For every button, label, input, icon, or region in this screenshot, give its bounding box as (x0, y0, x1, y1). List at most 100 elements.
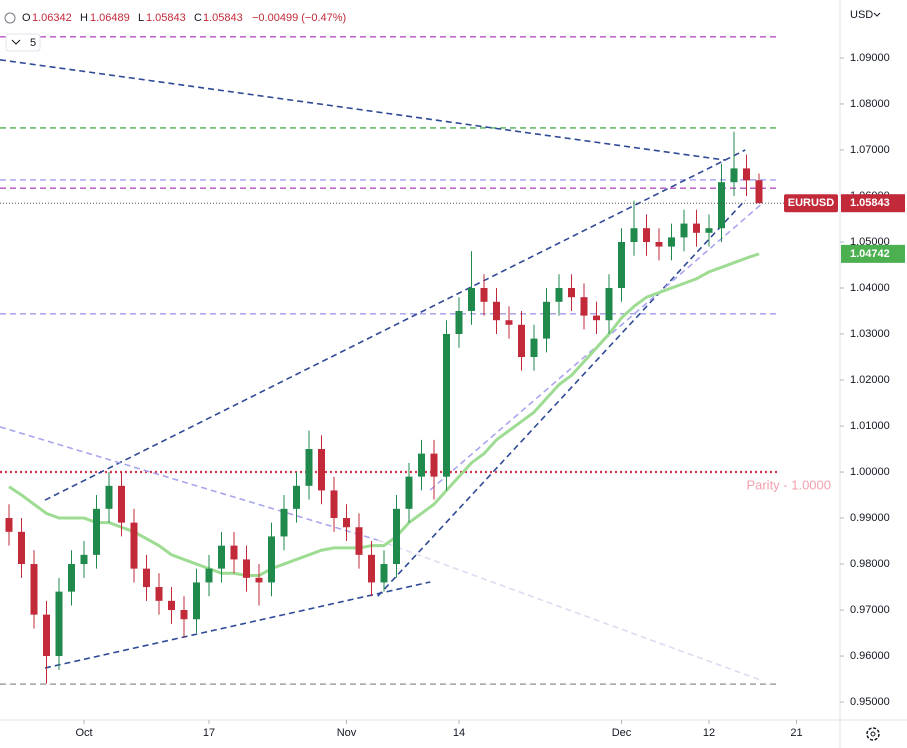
icon (4, 12, 16, 24)
candle-body (355, 527, 363, 555)
value: 1.06342 (32, 12, 72, 24)
candle-body (280, 508, 288, 537)
y-tick-label: 1.08000 (850, 98, 890, 110)
candle-body (430, 453, 438, 477)
candle-body (468, 288, 475, 312)
chevron (873, 12, 881, 17)
candle-body (105, 485, 113, 509)
y-tick-label: 1.02000 (850, 374, 890, 386)
trend-line (44, 581, 431, 669)
currency-selector[interactable]: USD (850, 9, 881, 21)
candle-body (218, 545, 225, 569)
candle-body (368, 554, 375, 583)
candle-body (30, 564, 38, 615)
candle-body (18, 531, 25, 565)
y-tick-label: 1.01000 (850, 420, 890, 432)
currency[interactable]: USD (850, 9, 873, 21)
price-tag-label: 1.05843 (850, 197, 890, 209)
candle-body (343, 518, 350, 528)
candle-body (43, 614, 50, 657)
symbol-label: EURUSD (788, 197, 835, 209)
y-tick-label: 0.99000 (850, 512, 890, 524)
ma-tag-label: 1.04742 (850, 248, 890, 260)
y-tick-label: 0.96000 (850, 650, 890, 662)
badge[interactable] (5, 33, 41, 52)
candle-body (530, 338, 538, 358)
trend-line (44, 149, 746, 501)
label: C (194, 12, 202, 24)
candle-body (718, 182, 725, 229)
candle-body (130, 522, 138, 569)
candle-body (593, 315, 600, 321)
label: O (22, 12, 31, 24)
candle-body (205, 568, 213, 583)
y-tick-label: 0.98000 (850, 558, 890, 570)
candle-body (330, 490, 338, 519)
gear-icon (870, 731, 876, 737)
value: 1.06489 (90, 12, 130, 24)
candle-body (68, 564, 75, 592)
candle-body (493, 301, 500, 321)
candle-body (168, 600, 175, 611)
y-tick-label: 1.04000 (850, 282, 890, 294)
y-tick-label: 1.00000 (850, 466, 890, 478)
plot-area: Parity - 1.0000 (0, 36, 840, 685)
candle-body (418, 453, 425, 477)
label: L (138, 12, 144, 24)
ma-tag (841, 244, 905, 263)
candle-body (680, 223, 688, 238)
x-tick-label: Nov (337, 727, 357, 739)
indicator-toggle[interactable]: 5 (5, 33, 41, 52)
trend-line (377, 199, 746, 597)
candle-body (243, 559, 250, 578)
candle-body (505, 320, 513, 325)
gear-icon[interactable] (866, 727, 880, 741)
candle-body (605, 288, 613, 321)
candle-body (543, 301, 550, 339)
candle-body (143, 568, 150, 588)
trend-line (0, 426, 378, 541)
candle-body (230, 545, 238, 560)
settings[interactable] (866, 727, 880, 741)
candle-body (568, 288, 575, 298)
overlay: 0.95000 0.96000 0.97000 0.98000 0.99000 1.000… (75, 52, 905, 739)
header: O 1.06342 H 1.06489 L 1.05843 C 1.05843 … (4, 12, 346, 24)
candle-body (268, 536, 275, 583)
candle-body (618, 241, 625, 288)
candle-body (380, 564, 388, 583)
candle-body (255, 577, 263, 583)
x-tick-label: 12 (703, 727, 715, 739)
candle-body (93, 508, 100, 555)
count: 5 (30, 37, 36, 49)
y-tick-label: 0.97000 (850, 604, 890, 616)
candle-body (193, 582, 200, 620)
candle-body (705, 228, 713, 233)
candle-body (643, 228, 650, 242)
trend-line (429, 204, 761, 491)
candle-body (455, 311, 463, 335)
candle-body (180, 610, 188, 620)
candle-body (155, 587, 163, 601)
candle-body (655, 241, 663, 247)
x-tick-label: Oct (75, 727, 92, 739)
candle-body (443, 334, 450, 477)
candle-body (480, 288, 488, 302)
trend-line (377, 539, 761, 681)
candle-body (305, 449, 313, 486)
candle-body (730, 168, 738, 183)
candle-body (293, 485, 300, 509)
candle-body (80, 554, 88, 565)
candle-body (555, 288, 563, 302)
candle-body (5, 518, 13, 532)
symbol-tag (784, 194, 838, 213)
chevron (11, 39, 21, 45)
candle-body (580, 297, 588, 316)
candle-body (668, 237, 675, 247)
candle-body (630, 228, 638, 242)
candle-body (755, 180, 763, 204)
candle-body (118, 485, 125, 523)
change: −0.00499 (−0.47%) (252, 12, 346, 24)
y-tick-label: 1.07000 (850, 144, 890, 156)
